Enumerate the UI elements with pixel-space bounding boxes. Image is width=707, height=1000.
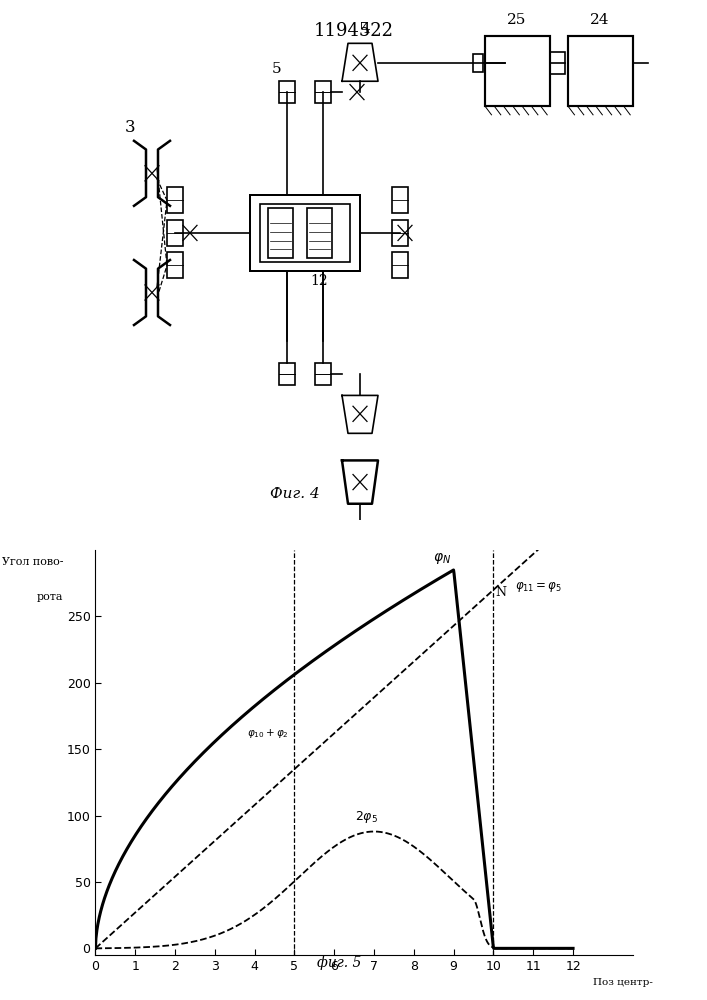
Bar bbox=[279, 363, 295, 385]
Text: 25: 25 bbox=[508, 13, 527, 27]
Text: $\varphi_{10}+\varphi_2$: $\varphi_{10}+\varphi_2$ bbox=[247, 727, 288, 740]
Text: рота: рота bbox=[37, 592, 64, 602]
Text: 1194522: 1194522 bbox=[314, 22, 394, 40]
Text: 12: 12 bbox=[310, 274, 327, 288]
Text: фиг. 5: фиг. 5 bbox=[317, 955, 361, 970]
Bar bbox=[260, 204, 350, 262]
Text: 3: 3 bbox=[124, 119, 135, 136]
Bar bbox=[167, 252, 183, 278]
Text: Фиг. 4: Фиг. 4 bbox=[270, 487, 320, 500]
Bar bbox=[473, 54, 483, 72]
Bar bbox=[279, 81, 295, 103]
Bar bbox=[315, 363, 331, 385]
Text: $2\varphi_5$: $2\varphi_5$ bbox=[355, 809, 378, 825]
Text: 4: 4 bbox=[360, 22, 370, 36]
Bar bbox=[392, 252, 408, 278]
Text: Поз центр-: Поз центр- bbox=[593, 978, 653, 987]
Bar bbox=[392, 220, 408, 246]
Bar bbox=[268, 208, 293, 258]
Bar bbox=[550, 52, 565, 74]
Text: $\varphi_N$: $\varphi_N$ bbox=[433, 551, 451, 566]
Bar bbox=[167, 220, 183, 246]
Bar bbox=[315, 81, 331, 103]
Bar bbox=[392, 187, 408, 213]
Text: 24: 24 bbox=[590, 13, 609, 27]
Text: $\varphi_{11}=\varphi_5$: $\varphi_{11}=\varphi_5$ bbox=[515, 580, 563, 594]
Text: 5: 5 bbox=[272, 62, 282, 76]
Bar bbox=[568, 36, 633, 106]
Text: N: N bbox=[496, 586, 506, 599]
Bar bbox=[485, 36, 550, 106]
Bar bbox=[307, 208, 332, 258]
Text: Угол пово-: Угол пово- bbox=[2, 557, 64, 567]
Bar bbox=[167, 187, 183, 213]
Bar bbox=[250, 195, 360, 271]
